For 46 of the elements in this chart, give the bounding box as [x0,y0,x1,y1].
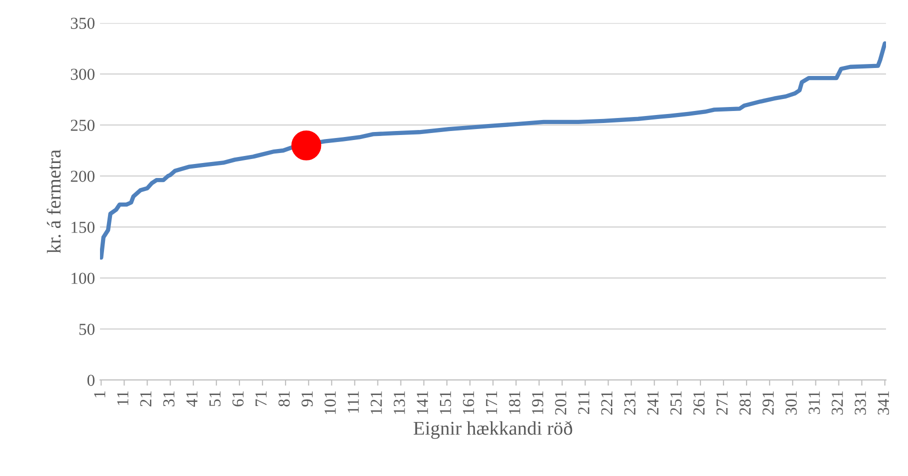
line-series [100,41,886,260]
x-tick-label: 291 [762,391,774,415]
x-tick-label: 321 [832,391,843,415]
x-tick-label: 241 [647,391,658,415]
x-tick-label: 201 [555,391,566,415]
x-tick-label: 51 [209,391,221,406]
x-tick-label: 311 [808,391,820,414]
x-axis-title: Eignir hækkandi röð [414,420,572,439]
x-tick-label: 11 [117,391,128,405]
x-tick-label: 231 [624,391,636,415]
x-tick-label: 271 [716,391,728,415]
x-tick-label: 151 [440,391,452,414]
x-tick-label: 221 [601,391,612,415]
x-tick-label: 71 [256,391,267,406]
y-tick-label: 250 [70,120,95,131]
x-tick-label: 331 [854,391,866,415]
x-tick-label: 211 [578,391,590,414]
x-tick-label: 31 [163,391,174,406]
y-tick-label: 100 [72,272,95,284]
x-tick-label: 81 [278,391,290,406]
y-tick-label: 350 [70,18,95,29]
x-tick-label: 1 [94,391,106,398]
x-tick-label: 171 [486,391,498,414]
x-tick-label: 281 [739,391,751,415]
y-tick-label: 0 [87,374,95,386]
x-tick-label: 141 [416,391,428,414]
x-tick-label: 41 [186,391,198,407]
x-tick-label: 121 [370,391,382,414]
x-tick-label: 261 [693,391,705,415]
y-tick-label: 150 [72,222,95,233]
x-tick-label: 341 [878,391,890,415]
y-axis-title: kr. á fermetra [46,150,61,254]
x-tick-label: 91 [302,391,313,407]
x-tick-label: 161 [462,391,474,414]
x-tick-label: 101 [324,391,336,414]
x-tick-label: 21 [140,391,152,406]
x-tick-label: 251 [670,391,682,415]
y-tick-label: 300 [70,68,95,80]
x-tick-label: 61 [232,391,244,406]
y-tick-label: 200 [70,170,95,182]
x-tick-label: 181 [508,391,520,414]
x-tick-label: 301 [786,391,797,415]
x-tick-label: 191 [532,391,544,414]
x-tick-label: 131 [394,391,405,414]
x-tick-label: 111 [348,391,359,413]
y-tick-label: 50 [79,324,95,335]
